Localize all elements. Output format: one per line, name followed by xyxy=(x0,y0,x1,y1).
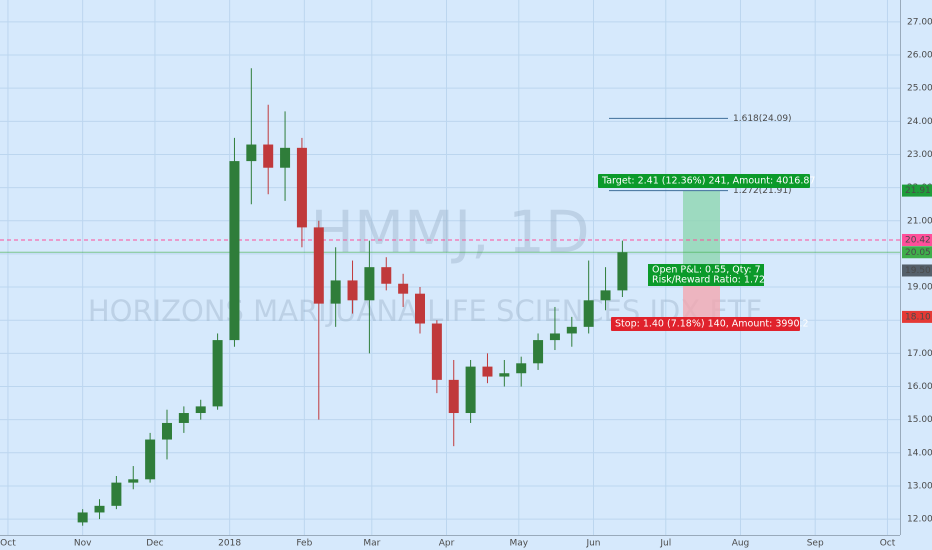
x-tick-label: Oct xyxy=(880,539,896,549)
candle-body xyxy=(94,505,105,513)
x-tick-label: 2018 xyxy=(218,539,241,549)
candle-body xyxy=(465,366,476,414)
price-label-bg xyxy=(902,310,932,323)
y-tick-label: 26.00 xyxy=(907,51,932,61)
y-tick-label: 19.00 xyxy=(907,283,932,293)
candle-body xyxy=(415,293,425,324)
annotation-text: Stop: 1.40 (7.18%) 140, Amount: 3990.2 xyxy=(615,319,809,330)
annotation-text: Target: 2.41 (12.36%) 241, Amount: 4016.… xyxy=(601,176,815,187)
candle-body xyxy=(617,252,628,291)
annotation-box xyxy=(598,174,810,188)
annotation-text: Risk/Reward Ratio: 1.72 xyxy=(652,275,765,286)
price-label-bg xyxy=(902,264,932,277)
x-tick-label: Dec xyxy=(146,539,163,549)
plot: 1.618(24.09) 1.272(21.91)Target: 2.41 (12… xyxy=(0,68,900,526)
candle-body xyxy=(330,280,341,304)
candle-body xyxy=(364,267,375,301)
x-tick-label: Aug xyxy=(732,539,750,549)
price-label: 20.05 xyxy=(905,248,931,258)
x-tick-label: Jul xyxy=(659,539,671,549)
x-tick-label: Mar xyxy=(363,539,380,549)
price-label-bg xyxy=(902,233,932,246)
y-tick-label: 16.00 xyxy=(907,382,932,392)
y-tick-label: 21.00 xyxy=(907,216,932,226)
candle-body xyxy=(347,280,358,301)
x-tick-label: Nov xyxy=(74,539,92,549)
candle-body xyxy=(313,227,324,304)
y-tick-label: 15.00 xyxy=(907,415,932,425)
candle-body xyxy=(280,147,291,168)
annotation-box xyxy=(611,317,800,331)
y-tick-label: 24.00 xyxy=(907,117,932,127)
y-tick-label: 17.00 xyxy=(907,349,932,359)
candle-body xyxy=(111,482,122,506)
y-tick-label: 14.00 xyxy=(907,448,932,458)
x-tick-label: May xyxy=(509,539,528,549)
price-label-bg xyxy=(902,246,932,259)
grid xyxy=(0,0,900,535)
y-tick-label: 23.00 xyxy=(907,150,932,160)
candle-body xyxy=(533,340,544,364)
annotation-box xyxy=(648,264,764,286)
price-label: 18.10 xyxy=(905,312,931,322)
price-label-bg xyxy=(902,184,932,197)
candle-body xyxy=(161,422,172,440)
candle-body xyxy=(195,406,206,414)
candle-body xyxy=(381,267,392,284)
candle-body xyxy=(128,479,139,483)
candle-body xyxy=(549,333,560,341)
x-tick-label: Apr xyxy=(439,539,455,549)
fib-label: 1.618(24.09) xyxy=(733,114,792,124)
candle-body xyxy=(77,512,88,523)
price-label: 19.50 xyxy=(905,266,931,276)
annotation-text: Open P&L: 0.55, Qty: 7 xyxy=(652,265,761,276)
y-tick-label: 25.00 xyxy=(907,84,932,94)
candle-body xyxy=(246,144,257,162)
candle-body xyxy=(516,363,527,374)
target-zone xyxy=(683,190,720,271)
y-tick-label: 13.00 xyxy=(907,481,932,491)
candle-body xyxy=(398,283,409,294)
candle-body xyxy=(499,373,510,377)
candle-body xyxy=(448,379,459,414)
watermark-symbol: HMMJ, 1D xyxy=(310,198,589,266)
candle-body xyxy=(263,144,274,168)
x-tick-label: Oct xyxy=(0,539,16,549)
candle-body xyxy=(482,366,493,377)
x-tick-label: Jun xyxy=(585,539,600,549)
price-label: 20.42 xyxy=(905,235,931,245)
x-tick-label: Sep xyxy=(807,539,824,549)
candle-body xyxy=(296,147,307,228)
candle-body xyxy=(212,340,223,407)
candle-body xyxy=(431,323,442,380)
candle-body xyxy=(229,161,240,341)
price-label: 21.91 xyxy=(905,186,931,196)
y-tick-label: 27.00 xyxy=(907,17,932,27)
y-tick-label: 12.00 xyxy=(907,515,932,525)
candle-body xyxy=(600,290,611,301)
candle-body xyxy=(566,326,577,334)
candle-body xyxy=(178,413,189,423)
fib-label: 1.272(21.91) xyxy=(733,186,792,196)
x-tick-label: Feb xyxy=(296,539,312,549)
candle-body xyxy=(145,439,156,480)
candle-body xyxy=(583,300,594,327)
